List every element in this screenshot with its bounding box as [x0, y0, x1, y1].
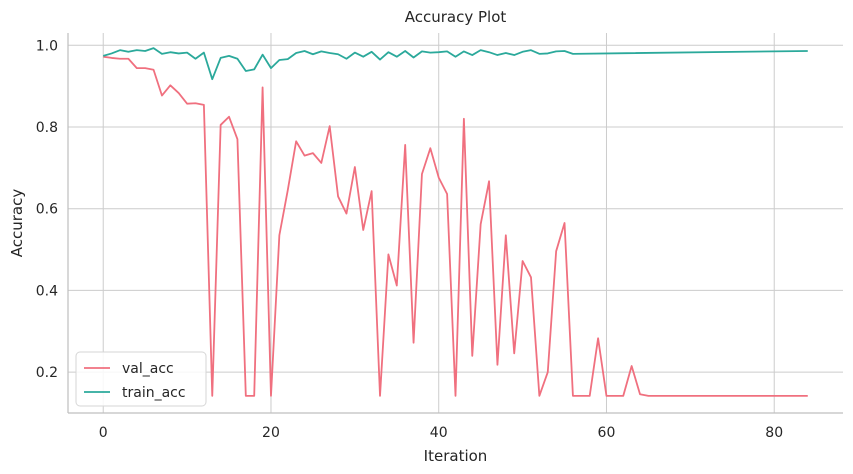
series-lines [102, 47, 808, 397]
legend-label-val_acc: val_acc [122, 361, 174, 377]
y-tick-label: 0.2 [36, 365, 58, 381]
legend-label-train_acc: train_acc [122, 385, 186, 401]
y-tick-label: 0.8 [36, 120, 58, 136]
x-tick-label: 80 [765, 425, 783, 441]
x-tick-label: 40 [430, 425, 448, 441]
x-tick-label: 60 [598, 425, 616, 441]
y-tick-label: 1.0 [36, 38, 58, 54]
x-axis-title: Iteration [424, 447, 488, 465]
series-line-val_acc [103, 55, 808, 397]
series-line-train_acc [102, 47, 808, 81]
x-tick-label: 20 [262, 425, 280, 441]
axes [67, 33, 843, 414]
chart-title: Accuracy Plot [405, 8, 507, 26]
y-tick-label: 0.4 [36, 283, 58, 299]
x-tick-label: 0 [99, 425, 108, 441]
legend: val_acc train_acc [75, 351, 207, 407]
y-axis-title: Accuracy [8, 189, 26, 258]
tick-labels: 0 20 40 60 80 0.2 0.4 0.6 0.8 1.0 [36, 38, 783, 441]
y-tick-label: 0.6 [36, 202, 58, 218]
